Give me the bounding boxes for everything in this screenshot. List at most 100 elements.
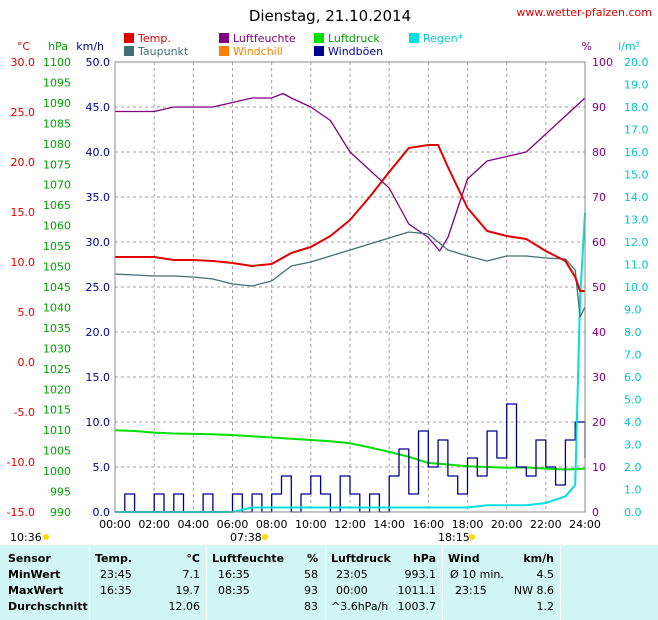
pressure-tick-label: 1035 bbox=[43, 322, 71, 335]
site-link[interactable]: www.wetter-pfalzen.com bbox=[516, 6, 652, 19]
rain-tick-label: 4.0 bbox=[624, 416, 642, 429]
legend-label-gust: Windböen bbox=[328, 45, 383, 58]
pressure-tick-label: 990 bbox=[50, 506, 71, 519]
temp-tick-label: 0.0 bbox=[18, 356, 36, 369]
pressure-tick-label: 1060 bbox=[43, 220, 71, 233]
rain-tick-label: 5.0 bbox=[624, 394, 642, 407]
temp-tick-label: -10.0 bbox=[7, 456, 35, 469]
x-tick-label: 08:00 bbox=[256, 518, 288, 531]
humidity-tick-label: 50 bbox=[592, 281, 606, 294]
min-hum-time: 16:35 bbox=[218, 568, 250, 581]
row-label-max: MaxWert bbox=[8, 584, 64, 597]
avg-press-trend: ^3.6hPa/h bbox=[331, 600, 389, 613]
max-press-value: 1011.1 bbox=[397, 584, 437, 597]
wind-tick-label: 45.0 bbox=[86, 101, 111, 114]
pressure-tick-label: 1095 bbox=[43, 76, 71, 89]
legend-swatch-humidity bbox=[219, 33, 229, 43]
humidity-unit-label: % bbox=[582, 40, 592, 53]
humidity-tick-label: 10 bbox=[592, 461, 606, 474]
header-wind-unit: km/h bbox=[523, 552, 554, 565]
pressure-tick-label: 1000 bbox=[43, 465, 71, 478]
header-pressure-unit: hPa bbox=[412, 552, 436, 565]
humidity-tick-label: 40 bbox=[592, 326, 606, 339]
axes: 00:00 02:00 04:00 06:00 08:00 10:00 12:00 14:00… bbox=[7, 56, 649, 531]
pressure-tick-label: 1070 bbox=[43, 179, 71, 192]
humidity-tick-label: 70 bbox=[592, 191, 606, 204]
rain-tick-label: 7.0 bbox=[624, 349, 642, 362]
header-humidity-unit: % bbox=[306, 552, 318, 565]
legend-swatch-dewpoint bbox=[124, 46, 134, 56]
max-press-time: 00:00 bbox=[336, 584, 368, 597]
header-sensor: Sensor bbox=[8, 552, 51, 565]
rain-tick-label: 0.0 bbox=[624, 506, 642, 519]
sun-icon bbox=[43, 534, 49, 540]
x-tick-label: 02:00 bbox=[138, 518, 170, 531]
header-pressure: Luftdruck bbox=[331, 552, 391, 565]
rain-tick-label: 13.0 bbox=[624, 214, 649, 227]
header-temp: Temp. bbox=[95, 552, 133, 565]
header-temp-unit: °C bbox=[186, 552, 200, 565]
min-press-value: 993.1 bbox=[404, 568, 437, 581]
max-wind-value: NW 8.6 bbox=[513, 584, 554, 597]
legend-label-humidity: Luftfeuchte bbox=[233, 32, 296, 45]
max-hum-time: 08:35 bbox=[218, 584, 250, 597]
x-tick-label: 24:00 bbox=[569, 518, 601, 531]
series-line-windben bbox=[115, 403, 586, 513]
min-temp-time: 23:45 bbox=[100, 568, 132, 581]
chart-title: Dienstag, 21.10.2014 bbox=[249, 7, 411, 25]
rain-tick-label: 19.0 bbox=[624, 79, 649, 92]
humidity-tick-label: 0 bbox=[592, 506, 599, 519]
rain-tick-label: 17.0 bbox=[624, 124, 649, 137]
pressure-tick-label: 1010 bbox=[43, 424, 71, 437]
row-label-avg: Durchschnitt bbox=[8, 600, 88, 613]
temp-tick-label: 25.0 bbox=[11, 106, 36, 119]
rain-tick-label: 3.0 bbox=[624, 439, 642, 452]
max-hum-value: 93 bbox=[304, 584, 318, 597]
pressure-tick-label: 1045 bbox=[43, 281, 71, 294]
legend-swatch-windchill bbox=[219, 46, 229, 56]
wind-tick-label: 30.0 bbox=[86, 236, 111, 249]
pressure-tick-label: 1065 bbox=[43, 199, 71, 212]
avg-temp-value: 12.06 bbox=[168, 600, 201, 613]
series-line-temp bbox=[115, 144, 585, 292]
x-tick-label: 06:00 bbox=[217, 518, 249, 531]
humidity-tick-label: 60 bbox=[592, 236, 606, 249]
series-line-luftdruck bbox=[114, 429, 586, 471]
humidity-tick-label: 100 bbox=[592, 56, 613, 69]
avg-wind-value: 1.2 bbox=[536, 600, 555, 613]
day-left-label: 10:36 bbox=[10, 531, 42, 544]
rain-tick-label: 18.0 bbox=[624, 101, 649, 114]
weather-chart: Dienstag, 21.10.2014 www.wetter-pfalzen.… bbox=[7, 6, 652, 544]
temp-tick-label: 5.0 bbox=[18, 306, 36, 319]
sunset-label: 18:15 bbox=[438, 531, 470, 544]
temp-tick-label: 30.0 bbox=[11, 56, 36, 69]
summary-table: Sensor Temp. °C Luftfeuchte % Luftdruck … bbox=[0, 545, 658, 620]
pressure-tick-label: 1005 bbox=[43, 445, 71, 458]
rain-tick-label: 1.0 bbox=[624, 484, 642, 497]
max-temp-value: 19.7 bbox=[175, 584, 201, 597]
rain-tick-label: 6.0 bbox=[624, 371, 642, 384]
header-wind: Wind bbox=[448, 552, 480, 565]
rain-tick-label: 10.0 bbox=[624, 281, 649, 294]
row-label-min: MinWert bbox=[8, 568, 61, 581]
humidity-tick-label: 30 bbox=[592, 371, 606, 384]
avg-hum-value: 83 bbox=[304, 600, 318, 613]
plot-frame bbox=[114, 61, 586, 513]
series-line-regen bbox=[115, 212, 586, 513]
legend: Temp. Taupunkt Luftfeuchte Windchill Luf… bbox=[124, 32, 464, 58]
wind-tick-label: 25.0 bbox=[86, 281, 111, 294]
rain-unit-label: l/m² bbox=[618, 40, 640, 53]
legend-swatch-pressure bbox=[314, 33, 324, 43]
wind-tick-label: 20.0 bbox=[86, 326, 111, 339]
min-wind-label: Ø 10 min. bbox=[450, 568, 504, 581]
rain-tick-label: 16.0 bbox=[624, 146, 649, 159]
x-tick-label: 16:00 bbox=[412, 518, 444, 531]
rain-tick-label: 9.0 bbox=[624, 304, 642, 317]
min-hum-value: 58 bbox=[304, 568, 318, 581]
min-temp-value: 7.1 bbox=[182, 568, 201, 581]
humidity-tick-label: 20 bbox=[592, 416, 606, 429]
series-layer bbox=[114, 92, 586, 513]
avg-press-value: 1003.7 bbox=[397, 600, 437, 613]
wind-tick-label: 35.0 bbox=[86, 191, 111, 204]
legend-label-temp: Temp. bbox=[137, 32, 171, 45]
